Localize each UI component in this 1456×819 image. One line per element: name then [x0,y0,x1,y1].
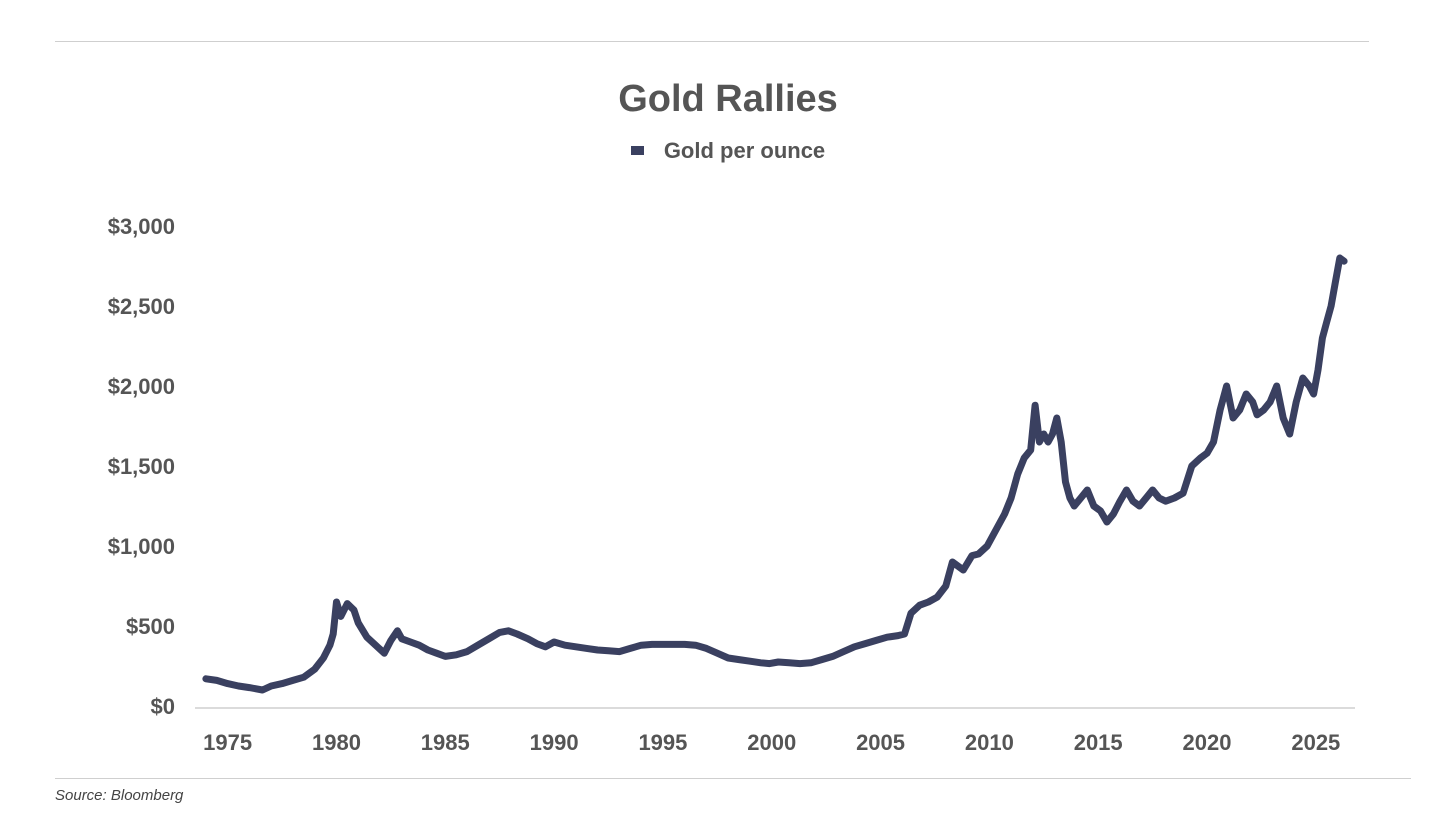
y-tick-label: $2,000 [108,374,175,399]
y-tick-label: $1,000 [108,534,175,559]
x-tick-label: 2005 [856,730,905,755]
top-divider [55,41,1369,42]
x-tick-label: 2020 [1183,730,1232,755]
chart-title: Gold Rallies [618,78,838,120]
y-tick-label: $3,000 [108,214,175,239]
x-tick-label: 1980 [312,730,361,755]
gold-price-line [202,254,1348,694]
x-tick-label: 2010 [965,730,1014,755]
y-tick-label: $0 [151,694,175,719]
legend: Gold per ounce [0,138,1456,164]
y-tick-label: $500 [126,614,175,639]
x-tick-label: 1985 [421,730,470,755]
x-tick-label: 2015 [1074,730,1123,755]
legend-label: Gold per ounce [663,138,826,163]
x-tick-label: 1995 [638,730,687,755]
legend-swatch [630,145,644,155]
x-tick-label: 1975 [203,730,252,755]
bottom-divider [55,778,1411,779]
y-axis-ticks: $0 $500 $1,000 $1,500 $2,000 $2,500 $3,000 [108,214,175,719]
y-tick-label: $1,500 [108,454,175,479]
x-tick-label: 1990 [530,730,579,755]
source-note: Source: Bloomberg [55,787,184,804]
y-tick-label: $2,500 [108,294,175,319]
x-tick-label: 2025 [1291,730,1340,755]
x-tick-label: 2000 [747,730,796,755]
x-axis-ticks: 1975 1980 1985 1990 1995 2000 2005 2010 2015 2020… [203,730,1340,755]
